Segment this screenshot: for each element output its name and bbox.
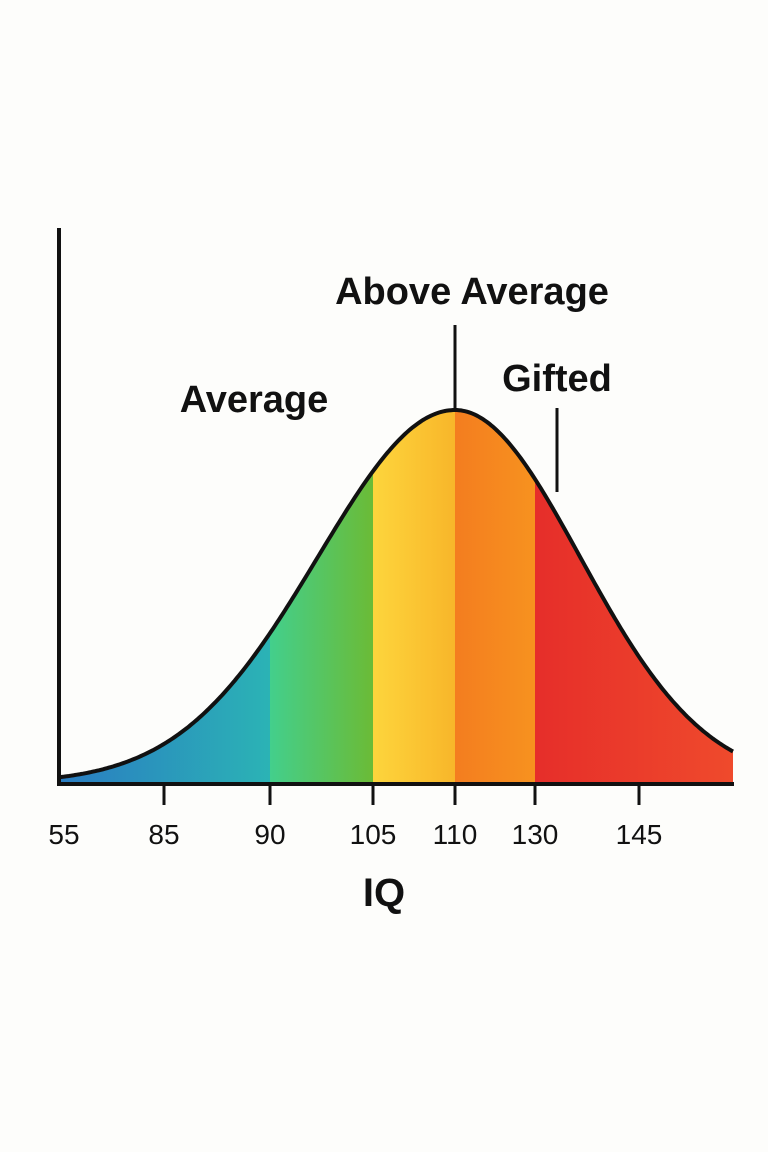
- band-90-105: [270, 471, 373, 783]
- band-130-end: [535, 479, 733, 783]
- band-layer: [59, 410, 733, 783]
- distribution-curve: [58, 408, 734, 780]
- band-105-110: [373, 410, 455, 783]
- x-tick-label: 130: [512, 819, 559, 850]
- annotation-above-average: Above Average: [335, 271, 609, 313]
- x-tick-label: 55: [48, 819, 79, 850]
- x-axis-label: IQ: [363, 871, 405, 915]
- band-110-130: [455, 410, 535, 783]
- x-tick-label: 145: [616, 819, 663, 850]
- x-tick-label: 110: [433, 819, 478, 850]
- x-tick-label: 90: [254, 819, 285, 850]
- band-55-90: [59, 633, 270, 783]
- x-tick-label: 85: [148, 819, 179, 850]
- x-tick-label: 105: [350, 819, 397, 850]
- annotation-average: Average: [180, 379, 329, 421]
- x-ticks: 55 85 90 105 110 130 145: [48, 784, 662, 850]
- annotation-gifted: Gifted: [502, 358, 612, 400]
